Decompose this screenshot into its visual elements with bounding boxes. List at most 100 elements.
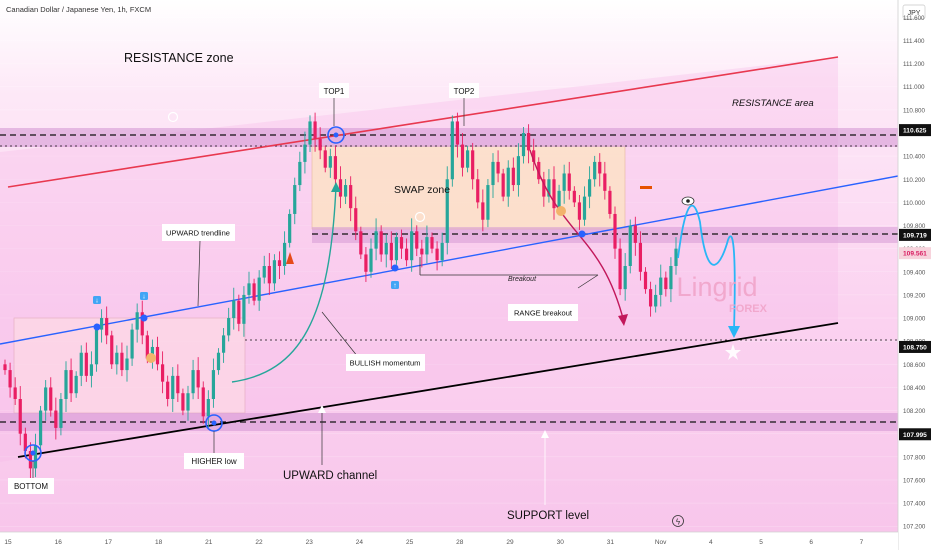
y-tick-label-0: 107.200 bbox=[903, 524, 926, 531]
candle-90 bbox=[460, 144, 465, 168]
candle-107 bbox=[547, 179, 551, 197]
y-tick-label-1: 107.400 bbox=[903, 501, 926, 508]
candle-126 bbox=[643, 271, 648, 290]
candle-102 bbox=[521, 133, 526, 157]
candle-119 bbox=[608, 190, 612, 214]
candle-83 bbox=[425, 237, 429, 255]
momentum-callout-box bbox=[346, 354, 425, 371]
down-marker-glyph-2: ↓ bbox=[142, 294, 146, 301]
y-tick-label-14: 110.000 bbox=[903, 200, 925, 207]
x-tick-label-10: 29 bbox=[506, 539, 514, 546]
candle-52 bbox=[267, 266, 271, 284]
candle-96 bbox=[491, 161, 495, 186]
candle-11 bbox=[59, 399, 63, 428]
candle-128 bbox=[654, 294, 658, 307]
trendline-callout-leader bbox=[197, 240, 201, 307]
candle-118 bbox=[603, 173, 607, 191]
candle-2 bbox=[13, 387, 17, 399]
price-tag-0: 110.625 bbox=[903, 128, 927, 135]
x-tick-label-11: 30 bbox=[557, 539, 565, 546]
candle-106 bbox=[542, 179, 546, 197]
y-tick-label-16: 110.400 bbox=[903, 154, 925, 161]
swap-zone-label: SWAP zone bbox=[394, 184, 450, 196]
candle-58 bbox=[298, 161, 302, 186]
candle-66 bbox=[338, 179, 343, 197]
candle-18 bbox=[94, 329, 99, 365]
candle-56 bbox=[288, 213, 292, 243]
candle-91 bbox=[465, 150, 470, 168]
candle-120 bbox=[613, 213, 617, 249]
candle-6 bbox=[33, 445, 38, 469]
candle-125 bbox=[638, 242, 643, 272]
candle-59 bbox=[303, 144, 307, 162]
candle-64 bbox=[328, 156, 332, 168]
trendline-touch-2 bbox=[140, 314, 148, 322]
time-axis-ticks: 15 16 17 18 21 22 23 24 25 28 29 30 31 Nov 4 5 6 7 bbox=[4, 539, 863, 546]
x-tick-label-12: 31 bbox=[607, 539, 615, 546]
candle-81 bbox=[415, 231, 419, 249]
candle-112 bbox=[572, 190, 576, 203]
candle-88 bbox=[450, 121, 454, 180]
candle-38 bbox=[196, 370, 200, 388]
y-tick-label-10: 109.200 bbox=[903, 292, 926, 299]
candle-69 bbox=[354, 208, 358, 232]
candle-124 bbox=[633, 225, 637, 243]
trendline-touch-3 bbox=[391, 264, 399, 272]
bullish-momentum-arrow bbox=[231, 185, 337, 383]
candle-60 bbox=[308, 121, 312, 145]
candle-42 bbox=[216, 352, 221, 371]
y-tick-label-9: 109.000 bbox=[903, 316, 926, 323]
candle-68 bbox=[349, 185, 353, 209]
up-marker-icon bbox=[391, 281, 399, 289]
candle-34 bbox=[176, 375, 180, 394]
higher-low-callout-box bbox=[184, 453, 244, 469]
y-tick-label-18: 110.800 bbox=[903, 107, 925, 114]
candle-116 bbox=[593, 161, 597, 180]
price-tags: 110.625 109.719 109.561 108.750 107.995 bbox=[899, 124, 931, 441]
candle-48 bbox=[247, 283, 251, 295]
x-tick-label-6: 23 bbox=[306, 539, 314, 546]
candle-61 bbox=[313, 121, 317, 139]
info-icon-2 bbox=[414, 211, 426, 223]
y-tick-label-2: 107.600 bbox=[903, 477, 926, 484]
up-marker-glyph: ↑ bbox=[393, 283, 397, 290]
time-axis bbox=[0, 532, 898, 550]
candle-32 bbox=[166, 381, 170, 399]
candle-93 bbox=[476, 179, 480, 203]
candle-39 bbox=[201, 387, 205, 417]
x-tick-label-2: 17 bbox=[105, 539, 113, 546]
resistance-zone-label: RESISTANCE zone bbox=[124, 51, 234, 65]
price-tag-box-0 bbox=[899, 124, 931, 137]
price-tag-2: 109.561 bbox=[903, 251, 927, 258]
lightning-icon bbox=[672, 515, 684, 527]
price-tag-box-4 bbox=[899, 428, 931, 441]
trendline-touch-1 bbox=[93, 323, 101, 331]
candle-40 bbox=[206, 399, 210, 417]
candle-5 bbox=[28, 451, 33, 469]
price-tag-box-1 bbox=[899, 228, 931, 241]
candle-20 bbox=[105, 318, 109, 336]
y-tick-label-22: 111.600 bbox=[903, 15, 925, 22]
candle-29 bbox=[150, 346, 155, 359]
momentum-callout-leader bbox=[321, 311, 359, 358]
candle-7 bbox=[38, 410, 43, 446]
currency-badge[interactable] bbox=[902, 4, 926, 20]
candle-92 bbox=[471, 150, 475, 180]
snail-icon-2 bbox=[556, 206, 566, 216]
y-tick-label-3: 107.800 bbox=[903, 454, 926, 461]
candle-21 bbox=[110, 335, 114, 365]
candle-132 bbox=[674, 248, 678, 266]
candle-121 bbox=[618, 248, 622, 290]
range-breakout-arrowhead bbox=[618, 314, 628, 326]
y-tick-label-6: 108.400 bbox=[903, 385, 926, 392]
trendline-touch-4 bbox=[578, 230, 586, 238]
y-tick-label-20: 111.200 bbox=[903, 61, 925, 68]
candle-15 bbox=[79, 352, 83, 376]
rocket-icon bbox=[286, 252, 294, 264]
candle-1 bbox=[8, 370, 12, 388]
candle-95 bbox=[486, 185, 490, 220]
x-tick-label-14: 4 bbox=[709, 539, 713, 546]
watermark-sub: FOREX bbox=[729, 303, 768, 315]
